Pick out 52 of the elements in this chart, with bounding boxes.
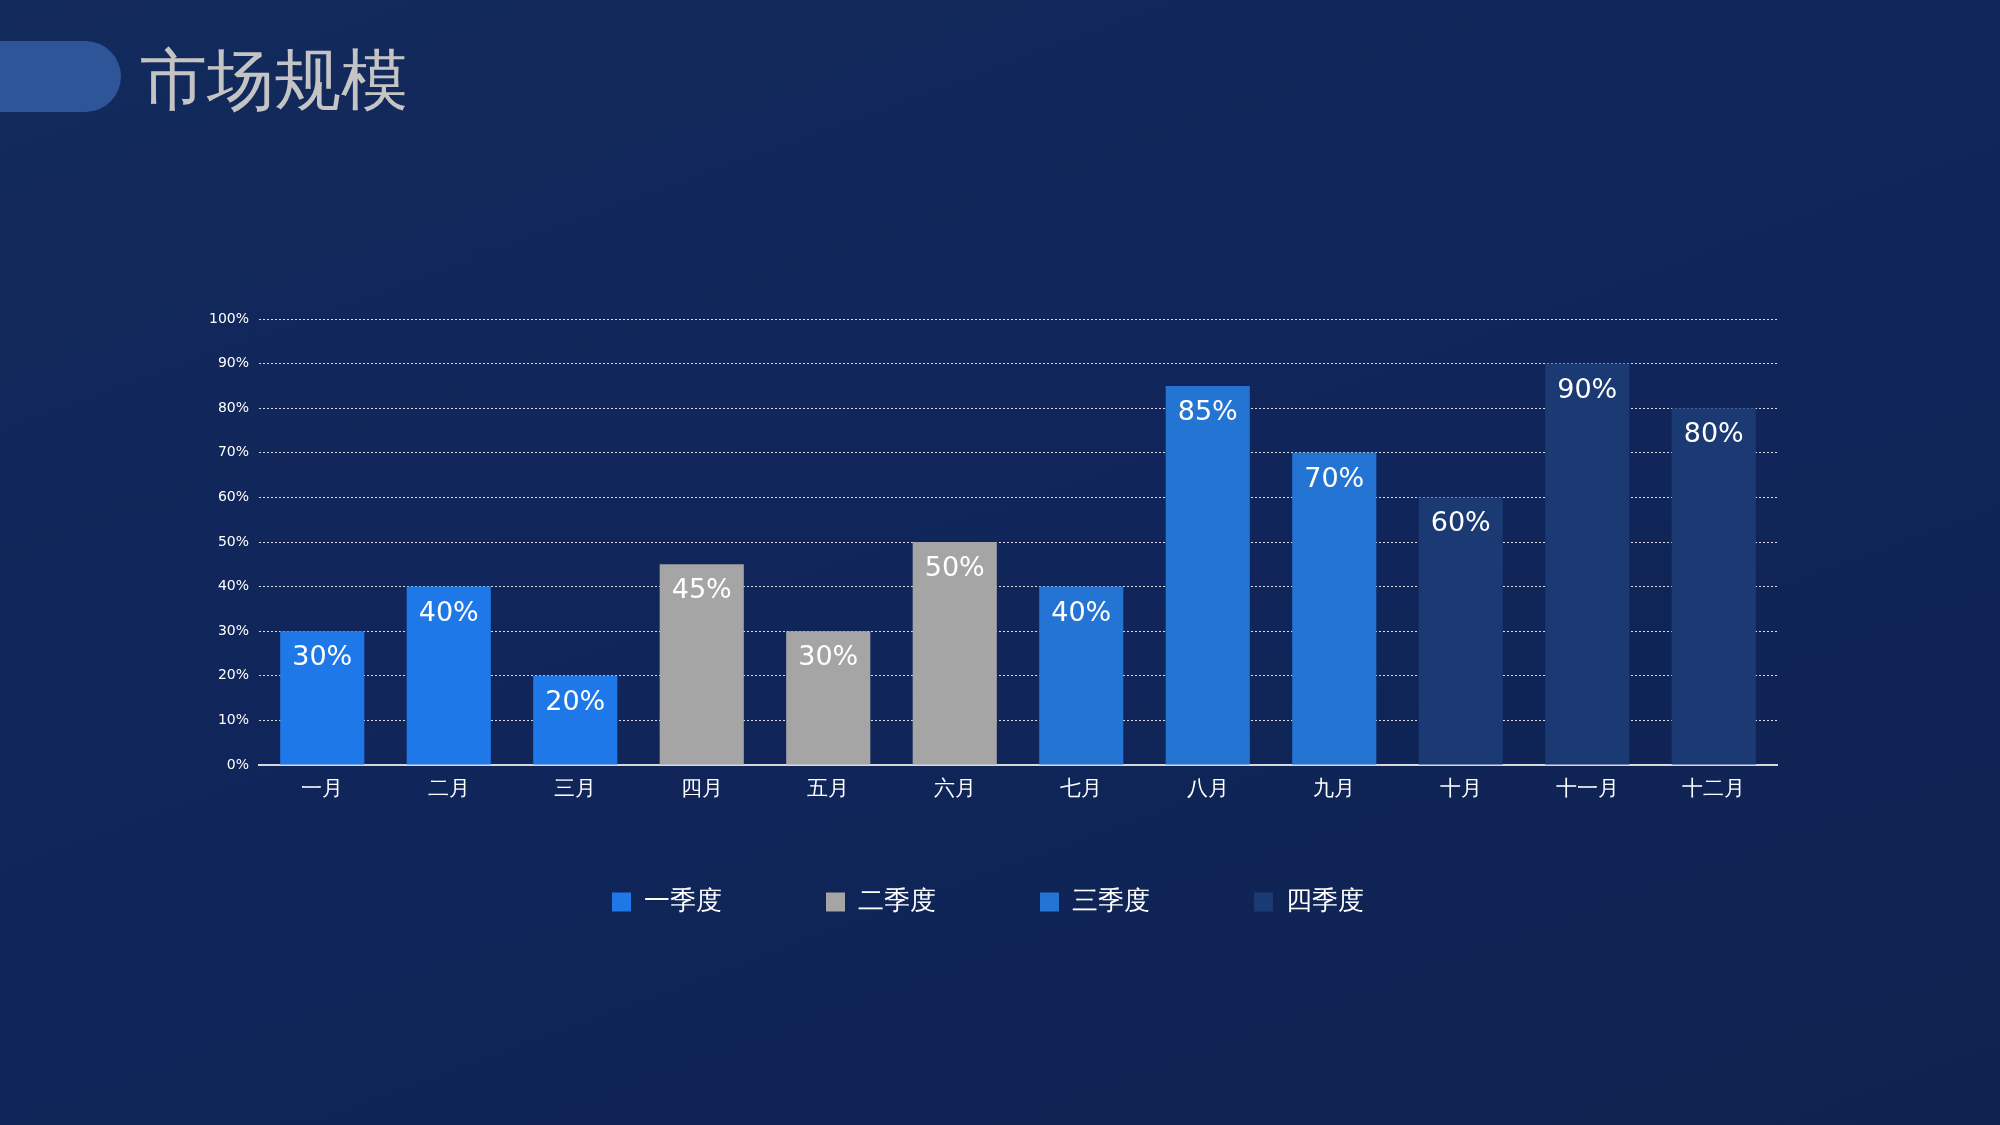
- bar: [1292, 452, 1377, 765]
- data-label: 60%: [1430, 506, 1491, 538]
- x-tick-label: 六月: [933, 776, 976, 801]
- bar: [912, 542, 997, 765]
- x-tick-label: 一月: [301, 776, 344, 801]
- y-tick-label: 10%: [217, 711, 249, 728]
- x-tick-label: 五月: [807, 776, 850, 801]
- x-tick-label: 十二月: [1682, 776, 1746, 801]
- bar: [1165, 385, 1250, 765]
- data-label: 70%: [1304, 461, 1365, 493]
- x-tick-label: 八月: [1186, 776, 1229, 801]
- y-tick-label: 90%: [217, 354, 249, 371]
- y-tick-label: 50%: [217, 532, 249, 549]
- data-label: 20%: [545, 684, 606, 716]
- bar: [786, 631, 871, 765]
- data-label: 90%: [1557, 372, 1618, 404]
- data-label: 45%: [671, 573, 732, 605]
- legend-label: 二季度: [858, 884, 936, 915]
- y-tick-label: 40%: [217, 577, 249, 594]
- legend-label: 四季度: [1286, 884, 1364, 915]
- bar: [1545, 363, 1630, 765]
- x-tick-label: 三月: [554, 776, 597, 801]
- bar: [1418, 497, 1503, 765]
- x-tick-label: 九月: [1313, 776, 1356, 801]
- y-tick-label: 60%: [217, 488, 249, 505]
- legend-label: 一季度: [644, 884, 722, 915]
- data-label: 80%: [1683, 417, 1744, 449]
- bar: [1671, 408, 1756, 765]
- data-label: 40%: [418, 595, 479, 627]
- x-tick-label: 二月: [427, 776, 470, 801]
- chart-title: 市场规模: [140, 42, 408, 119]
- x-tick-label: 四月: [680, 776, 723, 801]
- data-label: 30%: [292, 640, 353, 672]
- data-label: 85%: [1177, 394, 1238, 426]
- y-tick-label: 100%: [208, 309, 249, 326]
- bar: [1039, 586, 1124, 765]
- x-tick-label: 七月: [1060, 776, 1103, 801]
- data-label: 50%: [924, 551, 985, 583]
- legend-label: 三季度: [1072, 884, 1150, 915]
- y-tick-label: 80%: [217, 398, 249, 415]
- y-tick-label: 20%: [217, 666, 249, 683]
- data-label: 30%: [798, 640, 859, 672]
- bar: [280, 631, 365, 765]
- y-tick-label: 70%: [217, 443, 249, 460]
- bar: [659, 564, 744, 765]
- y-tick-label: 30%: [217, 621, 249, 638]
- data-label: 40%: [1051, 595, 1112, 627]
- y-tick-label: 0%: [226, 755, 249, 772]
- x-tick-label: 十月: [1439, 776, 1482, 801]
- x-tick-label: 十一月: [1555, 776, 1619, 801]
- bar: [406, 586, 491, 765]
- bar: [533, 675, 618, 765]
